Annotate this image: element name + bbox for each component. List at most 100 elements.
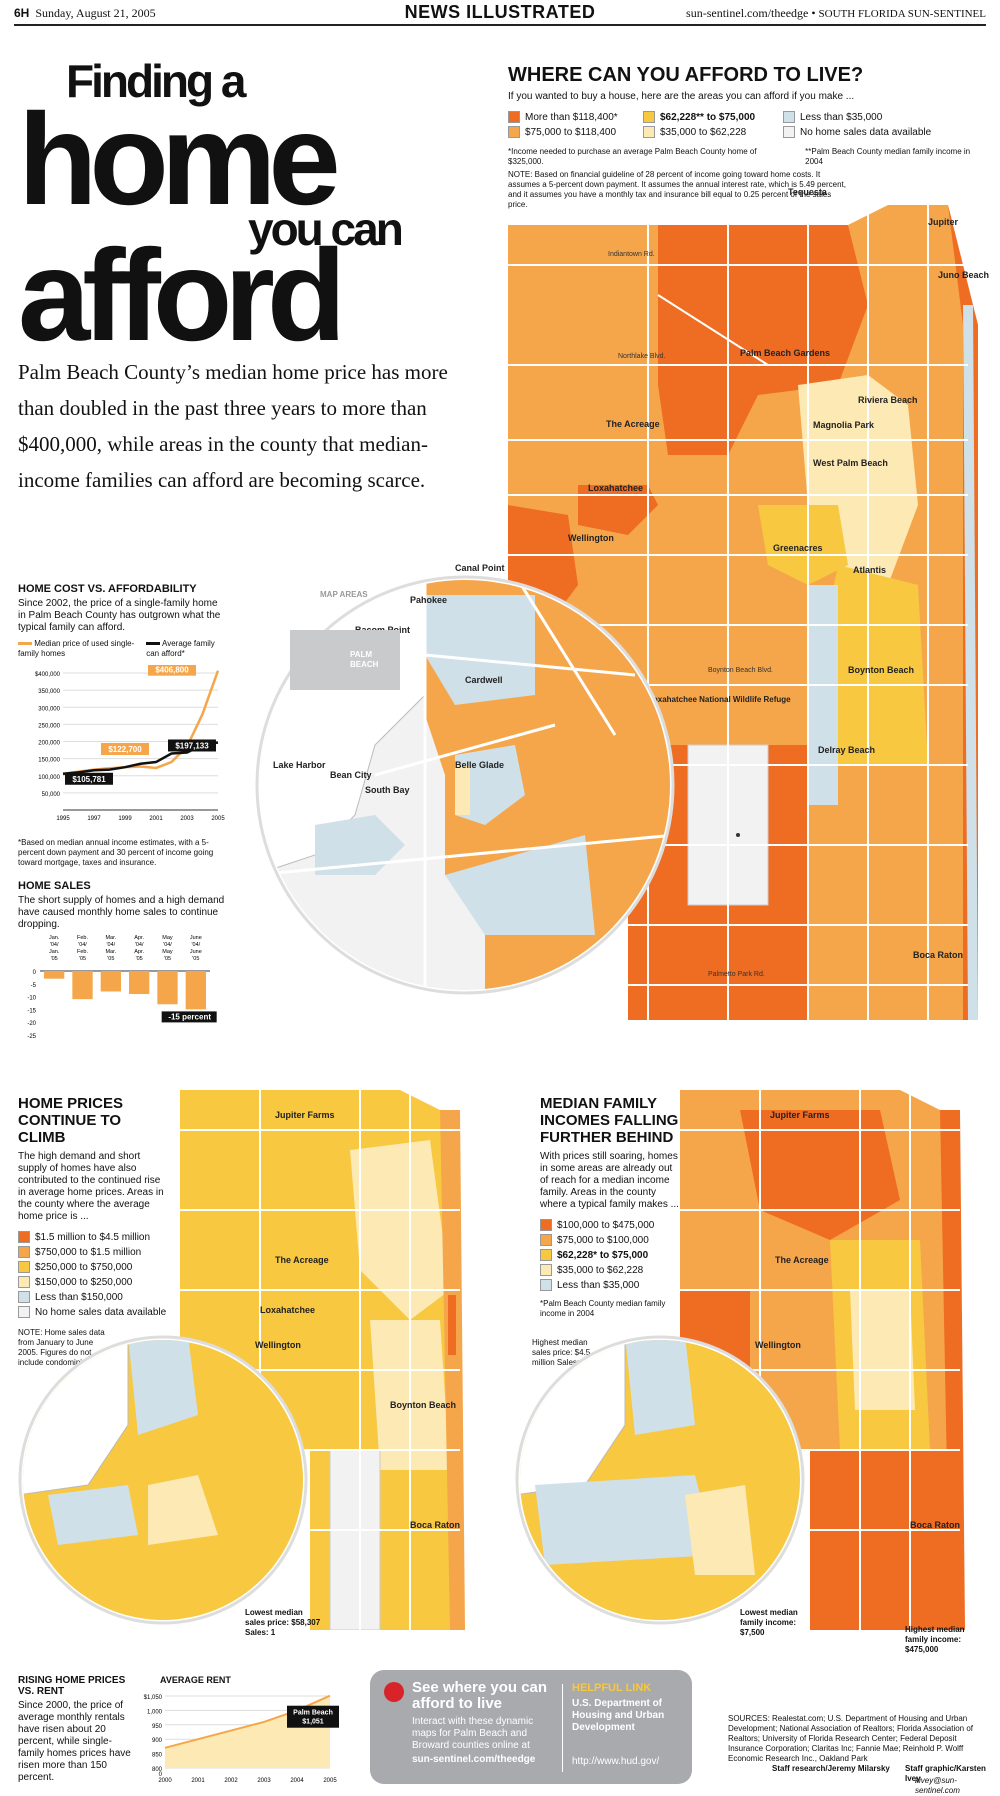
y-tick-label: $400,000 bbox=[35, 672, 61, 678]
road-label: Palmetto Park Rd. bbox=[708, 971, 765, 978]
promo-box: See where you can afford to live Interac… bbox=[370, 1670, 692, 1784]
cost-title: HOME COST VS. AFFORDABILITY bbox=[18, 583, 197, 595]
place-label: Pahokee bbox=[410, 595, 448, 605]
map-note-2: **Palm Beach County median family income… bbox=[805, 147, 971, 166]
map-note-1: *Income needed to purchase an average Pa… bbox=[508, 147, 757, 166]
legend-item: $62,228* to $75,000 bbox=[540, 1249, 680, 1261]
cost-text: Since 2002, the price of a single-family… bbox=[18, 598, 221, 633]
x-tick-label: 2001 bbox=[149, 816, 163, 822]
y-tick-label: -25 bbox=[27, 1034, 36, 1040]
legend-item: $35,000 to $62,228 bbox=[540, 1264, 680, 1276]
road-label: Northlake Blvd. bbox=[618, 353, 666, 360]
income-legend: $100,000 to $475,000 $75,000 to $100,000… bbox=[540, 1219, 680, 1291]
palm-beach-label: PALM BEACH bbox=[350, 650, 379, 669]
page-number: 6H bbox=[14, 6, 30, 20]
legend-item: $1.5 million to $4.5 million bbox=[18, 1231, 168, 1243]
legend-price: Median price of used single-family homes bbox=[18, 639, 135, 658]
prices-legend: $1.5 million to $4.5 million $750,000 to… bbox=[18, 1231, 168, 1318]
y-tick-label: 300,000 bbox=[38, 706, 60, 712]
place-label: Canal Point bbox=[455, 563, 505, 573]
section-title: NEWS ILLUSTRATED bbox=[404, 2, 596, 22]
place-label: Boynton Beach bbox=[390, 1400, 457, 1410]
x-tick-label: 2005 bbox=[323, 1778, 337, 1784]
data-label: $406,800 bbox=[155, 666, 189, 675]
y-tick-label: 150,000 bbox=[38, 758, 60, 764]
legend-afford: Average family can afford* bbox=[146, 639, 215, 658]
data-label-bg bbox=[65, 772, 113, 785]
credit-graphic: Staff graphic/Karsten Ivey bbox=[905, 1764, 986, 1783]
bar bbox=[129, 971, 150, 995]
road-label: Boynton Beach Blvd. bbox=[708, 667, 773, 674]
place-label: Bean City bbox=[330, 770, 372, 780]
x-tick-label: 2001 bbox=[191, 1778, 205, 1784]
category-label: June bbox=[190, 935, 202, 941]
x-tick-label: 2002 bbox=[224, 1778, 238, 1784]
x-tick-label: 1999 bbox=[118, 816, 132, 822]
legend-item: No home sales data available bbox=[783, 126, 943, 138]
callout-bg bbox=[287, 1705, 339, 1728]
data-label-bg bbox=[101, 742, 149, 755]
place-label: Boca Raton bbox=[913, 950, 964, 960]
y-tick-label: -10 bbox=[27, 996, 36, 1002]
x-tick-label: 1997 bbox=[87, 816, 101, 822]
prices-high-callout: Highest median sales price: $4.5 million… bbox=[532, 1338, 591, 1367]
rent-section: RISING HOME PRICES VS. RENT Since 2000, … bbox=[18, 1675, 133, 1784]
page-date: Sunday, August 21, 2005 bbox=[35, 6, 156, 20]
inset-map-svg bbox=[255, 575, 675, 995]
legend-item: $750,000 to $1.5 million bbox=[18, 1246, 168, 1258]
promo-title: See where you can afford to live bbox=[412, 1679, 548, 1712]
rent-text: Since 2000, the price of average monthly… bbox=[18, 1700, 131, 1783]
legend-item: More than $118,400* bbox=[508, 111, 643, 123]
category-label: Feb. bbox=[77, 935, 88, 941]
category-label: '04/ bbox=[163, 942, 172, 948]
category-label: '05 bbox=[79, 956, 86, 962]
bar bbox=[157, 971, 178, 1005]
place-label: South Bay bbox=[365, 785, 410, 795]
promo-url[interactable]: sun-sentinel.com/theedge bbox=[412, 1754, 536, 1765]
link-url[interactable]: http://www.hud.gov/ bbox=[572, 1756, 660, 1767]
category-label: '05 bbox=[192, 956, 199, 962]
y-tick-label: $1,050 bbox=[144, 1695, 163, 1701]
headline-line-1: Finding a bbox=[66, 55, 246, 107]
legend-item: No home sales data available bbox=[18, 1306, 168, 1318]
paper-name: South Florida Sun-Sentinel bbox=[818, 8, 986, 20]
bar bbox=[72, 971, 93, 1000]
bar bbox=[100, 971, 121, 992]
category-label: Apr. bbox=[134, 935, 144, 941]
site-url[interactable]: sun-sentinel.com/theedge bbox=[686, 6, 809, 20]
legend-item: $75,000 to $100,000 bbox=[540, 1234, 680, 1246]
callout-bg bbox=[161, 1011, 217, 1023]
place-label: Wellington bbox=[755, 1340, 801, 1350]
place-label: Boca Raton bbox=[410, 1520, 461, 1530]
headline-line-4: afford bbox=[18, 222, 346, 368]
place-label: West Palm Beach bbox=[813, 458, 888, 468]
prices-section: HOME PRICES CONTINUE TO CLIMB The high d… bbox=[18, 1095, 168, 1368]
category-label: Apr. bbox=[134, 949, 144, 955]
category-label: Jan. bbox=[49, 935, 60, 941]
place-label: Lake Harbor bbox=[273, 760, 326, 770]
place-label: Magnolia Park bbox=[813, 420, 875, 430]
income-map: Jupiter Farms The Acreage Wellington Boc… bbox=[680, 1090, 980, 1630]
category-label: '04/ bbox=[106, 942, 115, 948]
category-label: '04/ bbox=[191, 942, 200, 948]
place-label: Boca Raton bbox=[910, 1520, 961, 1530]
legend-item: $62,228** to $75,000 bbox=[643, 111, 783, 123]
bar bbox=[44, 971, 65, 979]
main-map-subtitle: If you wanted to buy a house, here are t… bbox=[508, 91, 855, 102]
inset-map: Canal Point Pahokee Bacom Point Lake Oke… bbox=[255, 563, 675, 995]
map-areas-label: MAP AREAS bbox=[320, 590, 368, 599]
cost-section: HOME COST VS. AFFORDABILITY Since 2002, … bbox=[18, 583, 228, 659]
credit-email: kivey@sun-sentinel.com bbox=[915, 1776, 960, 1795]
y-tick-label: 1,000 bbox=[147, 1709, 163, 1715]
income-text: With prices still soaring, homes in some… bbox=[540, 1151, 679, 1210]
category-label: '04/ bbox=[50, 942, 59, 948]
sales-chart: 0-5-10-15-20-25Jan.'04/Jan.'05Feb.'04/Fe… bbox=[27, 935, 217, 1040]
category-label: Mar. bbox=[105, 949, 116, 955]
data-label: $105,781 bbox=[72, 775, 106, 784]
separator: • bbox=[811, 6, 816, 20]
callout-line: $1,051 bbox=[302, 1719, 324, 1726]
category-label: Mar. bbox=[105, 935, 116, 941]
y-tick-label: 0 bbox=[33, 970, 37, 976]
main-map-svg bbox=[508, 205, 978, 1020]
